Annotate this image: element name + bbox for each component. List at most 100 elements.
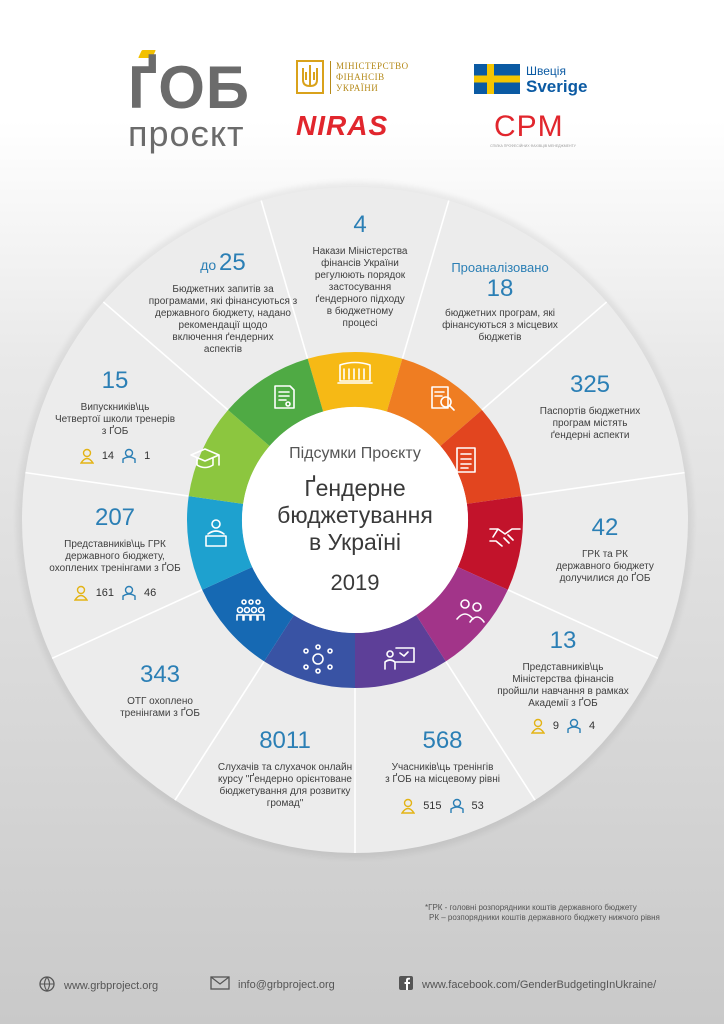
segment-ministry-line: Академії з ҐОБ <box>528 698 598 709</box>
segment-orders-line: Накази Міністерства <box>312 246 408 257</box>
contact-email-label[interactable]: info@grbproject.org <box>238 978 335 991</box>
center-panel: Підсумки Проєкту Ґендерне бюджетування в… <box>255 445 455 596</box>
globe-icon <box>38 975 56 996</box>
footnote-rk: РК – розпорядники коштів державного бюдж… <box>429 913 660 922</box>
segment-participants-number: 568 <box>422 727 463 754</box>
segment-listeners-line: бюджетування для розвитку <box>219 786 351 797</box>
segment-participants: 568 Учасників\ць тренінгів з ҐОБ на місц… <box>370 728 515 814</box>
segment-participants-line: Учасників\ць тренінгів <box>391 762 494 773</box>
male-count: 1 <box>144 450 151 462</box>
cpm-logo-subtitle: СПІЛКА ПРОФЕСІЙНИХ ФАХІВЦІВ МЕНЕДЖМЕНТУ <box>490 144 576 148</box>
segment-divider <box>102 301 229 411</box>
mail-icon <box>210 975 230 994</box>
sweden-logo: Швеція Sverige <box>474 63 587 95</box>
female-count: 515 <box>423 800 442 812</box>
segment-divider <box>51 589 203 660</box>
center-title-line-1: Ґендерне <box>304 475 406 501</box>
cpm-logo: CPM <box>494 110 564 143</box>
sweden-label-se: Sverige <box>526 77 588 96</box>
segment-requests-line: Бюджетних запитів за <box>172 284 274 295</box>
female-count: 14 <box>101 450 115 462</box>
ring-segment <box>386 358 482 447</box>
gob-logo-subtitle: проєкт <box>128 113 245 154</box>
segment-listeners-line: Слухачів та слухачок онлайн <box>217 762 353 773</box>
minfin-logo: МІНІСТЕРСТВО ФІНАНСІВ УКРАЇНИ <box>296 60 409 94</box>
segment-grk: 42 ГРК та РК державного бюджету долучили… <box>535 515 675 585</box>
segment-ministry-gender: 9 4 <box>488 718 638 734</box>
segment-requests-heading: до 25 <box>138 250 308 276</box>
male-count: 4 <box>589 720 596 732</box>
segment-graduates-line: Випускників\ць <box>80 402 150 413</box>
contact-web-label[interactable]: www.grbproject.org <box>64 979 159 992</box>
sweden-label-ua: Швеція <box>526 64 566 78</box>
segment-divider <box>521 471 685 497</box>
segment-passports-number: 325 <box>569 371 611 398</box>
niras-logo: NIRAS <box>296 110 389 141</box>
segment-orders-line: регулюють порядок <box>314 270 406 281</box>
segment-analyzed-line: бюджетів <box>478 332 522 343</box>
facebook-icon <box>398 975 414 994</box>
segment-analyzed: Проаналізовано 18 бюджетних програм, які… <box>425 260 575 344</box>
ring-segment <box>355 615 446 688</box>
segment-graduates-line: з ҐОБ <box>101 426 129 437</box>
contact-email[interactable]: info@grbproject.org <box>210 975 335 994</box>
segment-otg-line: тренінгами з ҐОБ <box>120 708 200 719</box>
segment-reps-line: Представників\ць ГРК <box>64 539 166 550</box>
female-icon <box>73 585 88 601</box>
segment-ministry: 13 Представників\ць Міністерства фінансі… <box>488 628 638 734</box>
segment-divider <box>445 660 536 801</box>
ring-segment <box>187 496 253 590</box>
segment-orders-line: застосування <box>328 282 392 293</box>
segment-graduates-gender: 14 1 <box>45 448 185 464</box>
female-count: 9 <box>552 720 559 732</box>
segment-listeners: 8011 Слухачів та слухачок онлайн курсу "… <box>205 728 365 810</box>
minfin-line-3: УКРАЇНИ <box>336 82 379 93</box>
segment-dividers <box>25 200 685 853</box>
speaker-icon <box>205 519 227 547</box>
segment-participants-line: з ҐОБ на місцевому рівні <box>385 774 500 785</box>
contact-facebook-label[interactable]: www.facebook.com/GenderBudgetingInUkrain… <box>422 978 657 991</box>
center-year: 2019 <box>330 570 380 595</box>
footnotes: *ГРК - головні розпорядники коштів держа… <box>425 903 660 923</box>
segment-requests-prefix: до <box>200 257 217 273</box>
segment-reps: 207 Представників\ць ГРК державного бюдж… <box>40 505 190 601</box>
ring-segment <box>457 496 523 590</box>
segment-grk-number: 42 <box>591 514 619 541</box>
segment-grk-line: державного бюджету <box>556 561 654 572</box>
segment-grk-line: долучилися до ҐОБ <box>559 573 651 584</box>
segment-requests-line: програмами, які фінансуються з <box>148 296 298 307</box>
segment-reps-gender: 161 46 <box>40 585 190 601</box>
sweden-flag-icon <box>474 64 520 94</box>
ring-segment <box>188 409 270 504</box>
male-icon <box>449 798 464 814</box>
segment-graduates: 15 Випускників\ць Четвертої школи тренер… <box>45 368 185 464</box>
segment-listeners-line: громад" <box>266 798 304 809</box>
segment-requests: до 25 Бюджетних запитів за програмами, я… <box>138 250 308 356</box>
contact-web[interactable]: www.grbproject.org <box>38 975 158 996</box>
segment-requests-line: включення ґендерних <box>172 332 274 343</box>
segment-ministry-line: Представників\ць <box>522 662 604 673</box>
segment-ministry-number: 13 <box>549 627 577 654</box>
document-icon <box>274 385 295 409</box>
female-icon <box>79 448 95 464</box>
inner-disc <box>242 407 468 633</box>
network-icon <box>303 644 333 674</box>
segment-otg-number: 343 <box>139 661 181 688</box>
segment-divider <box>507 589 659 660</box>
ring-segment <box>264 615 355 688</box>
document-list-icon <box>456 447 476 473</box>
segment-orders-line: процесі <box>342 318 378 329</box>
female-icon <box>530 718 546 734</box>
center-title-line-2: бюджетування <box>277 502 433 528</box>
segment-participants-gender: 515 53 <box>370 798 515 814</box>
contact-facebook[interactable]: www.facebook.com/GenderBudgetingInUkrain… <box>398 975 656 994</box>
segment-reps-line: державного бюджету, <box>65 551 165 562</box>
segment-orders-line: в бюджетному <box>326 306 394 317</box>
trident-icon <box>296 60 324 94</box>
minfin-line-2: ФІНАНСІВ <box>336 71 385 82</box>
male-icon <box>122 448 136 464</box>
audience-icon <box>236 599 265 621</box>
segment-requests-line: державного бюджету, надано <box>155 308 291 319</box>
segment-grk-line: ГРК та РК <box>582 549 628 560</box>
